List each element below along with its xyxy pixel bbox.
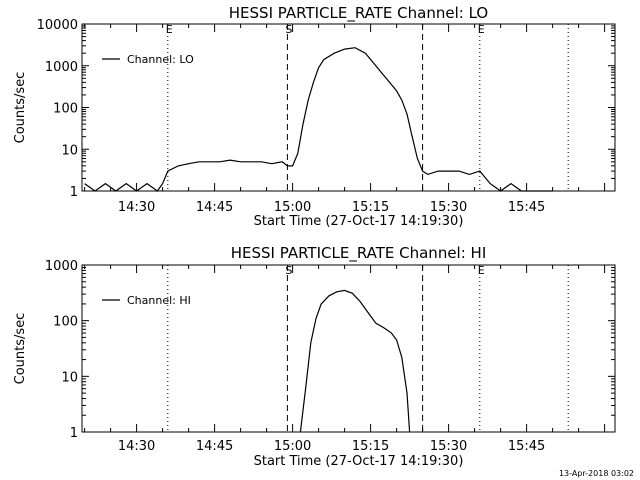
panel-2-xlabel: Start Time (27-Oct-17 14:19:30) <box>254 454 464 469</box>
panel-1-xtick-label: 15:00 <box>274 200 311 215</box>
panel-2-xtick-label: 14:30 <box>118 439 155 454</box>
panel-1-xtick-label: 15:15 <box>352 200 389 215</box>
panel-2-xtick-label: 15:45 <box>508 439 545 454</box>
panel-2-frame <box>81 264 616 433</box>
panel-1-marker-label-2: S <box>285 23 292 36</box>
panel-2-marker-label-2: S <box>285 264 292 277</box>
panel-1-ytick-label: 10 <box>61 143 78 158</box>
panel-1-xlabel: Start Time (27-Oct-17 14:19:30) <box>254 214 464 229</box>
panel-2-ytick-label: 100 <box>53 315 78 330</box>
panel-1-marker-label-1: E <box>166 23 173 36</box>
footer-timestamp: 13-Apr-2018 03:02 <box>558 469 634 478</box>
panel-2-xtick-label: 14:45 <box>196 439 233 454</box>
panel-2-ytick-label: 1 <box>70 426 78 441</box>
panel-2-legend-label: Channel: HI <box>127 294 191 307</box>
panel-1-series-line <box>84 47 553 192</box>
panel-1-xtick-label: 14:30 <box>118 200 155 215</box>
panel-2-xtick-label: 15:15 <box>352 439 389 454</box>
panel-1-xtick-label: 15:30 <box>430 200 467 215</box>
panel-2-title: HESSI PARTICLE_RATE Channel: HI <box>231 244 487 263</box>
panel-2-xtick-label: 15:30 <box>430 439 467 454</box>
panel-2-marker-label-4: E <box>478 264 485 277</box>
panel-2-ytick-label: 10 <box>61 370 78 385</box>
panel-1-ytick-label: 1000 <box>45 60 78 75</box>
panel-2-ytick-label: 1000 <box>45 259 78 274</box>
panel-2-xtick-label: 15:00 <box>274 439 311 454</box>
panel-1-ytick-label: 1 <box>70 185 78 200</box>
panel-1-ytick-label: 10000 <box>37 18 78 33</box>
panel-1-title: HESSI PARTICLE_RATE Channel: LO <box>229 4 488 23</box>
panel-1-marker-label-4: E <box>478 23 485 36</box>
panel-2-ylabel: Counts/sec <box>13 313 28 385</box>
panel-1-ylabel: Counts/sec <box>13 72 28 144</box>
panel-1-ytick-label: 100 <box>53 102 78 117</box>
panel-2-series-line <box>299 289 411 433</box>
panel-1-xtick-label: 15:45 <box>508 200 545 215</box>
panel-1-xtick-label: 14:45 <box>196 200 233 215</box>
panel-1-legend-label: Channel: LO <box>127 53 194 66</box>
